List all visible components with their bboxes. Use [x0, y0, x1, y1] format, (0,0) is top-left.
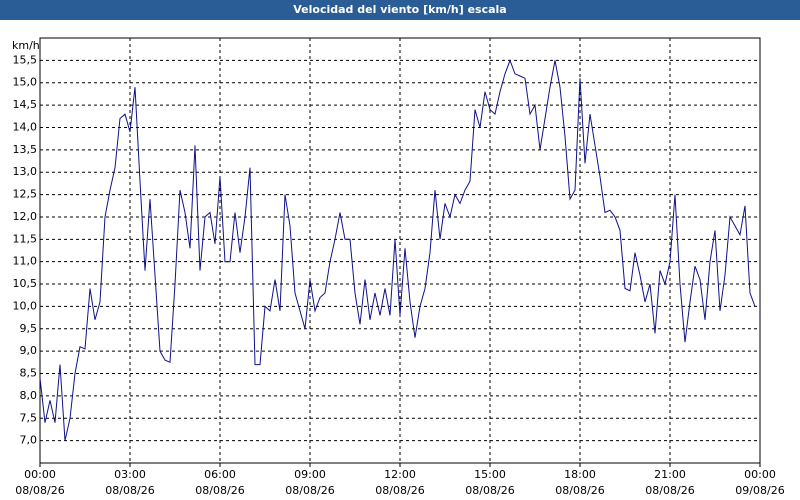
x-tick-label: 09:00 — [294, 468, 326, 481]
x-tick-date: 08/08/26 — [465, 484, 514, 497]
y-tick-label: 8,0 — [20, 389, 38, 402]
y-tick-label: 13,0 — [13, 165, 38, 178]
title-bar — [0, 0, 800, 20]
x-tick-label: 06:00 — [204, 468, 236, 481]
x-tick-date: 08/08/26 — [555, 484, 604, 497]
y-tick-label: 15,5 — [13, 53, 38, 66]
x-tick-date: 09/08/26 — [735, 484, 784, 497]
y-tick-label: 12,0 — [13, 210, 38, 223]
y-tick-label: 14,5 — [13, 98, 38, 111]
y-tick-label: 11,5 — [13, 232, 38, 245]
x-tick-date: 08/08/26 — [375, 484, 424, 497]
data-line — [39, 58, 756, 441]
y-tick-label: 9,5 — [20, 322, 38, 335]
y-tick-label: 11,0 — [13, 255, 38, 268]
x-tick-label: 18:00 — [564, 468, 596, 481]
y-tick-label: 10,5 — [13, 277, 38, 290]
x-tick-date: 08/08/26 — [15, 484, 64, 497]
y-tick-label: 8,5 — [20, 367, 38, 380]
x-tick-label: 03:00 — [114, 468, 146, 481]
x-tick-date: 08/08/26 — [645, 484, 694, 497]
x-tick-label: 12:00 — [384, 468, 416, 481]
chart-title: Velocidad del viento [km/h] escala — [293, 3, 506, 16]
y-tick-label: 15,0 — [13, 76, 38, 89]
x-tick-date: 08/08/26 — [285, 484, 334, 497]
y-tick-label: 13,5 — [13, 143, 38, 156]
y-tick-label: 14,0 — [13, 120, 38, 133]
x-tick-label: 21:00 — [654, 468, 686, 481]
x-tick-label: 00:00 — [24, 468, 56, 481]
y-tick-label: 12,5 — [13, 188, 38, 201]
x-tick-date: 08/08/26 — [195, 484, 244, 497]
y-tick-label: 10,0 — [13, 299, 38, 312]
y-tick-label: 7,5 — [20, 411, 38, 424]
x-tick-label: 00:00 — [744, 468, 776, 481]
x-tick-label: 15:00 — [474, 468, 506, 481]
y-tick-label: 9,0 — [20, 344, 38, 357]
y-tick-label: 7,0 — [20, 434, 38, 447]
x-tick-date: 08/08/26 — [105, 484, 154, 497]
y-axis-label: km/h — [12, 39, 40, 52]
